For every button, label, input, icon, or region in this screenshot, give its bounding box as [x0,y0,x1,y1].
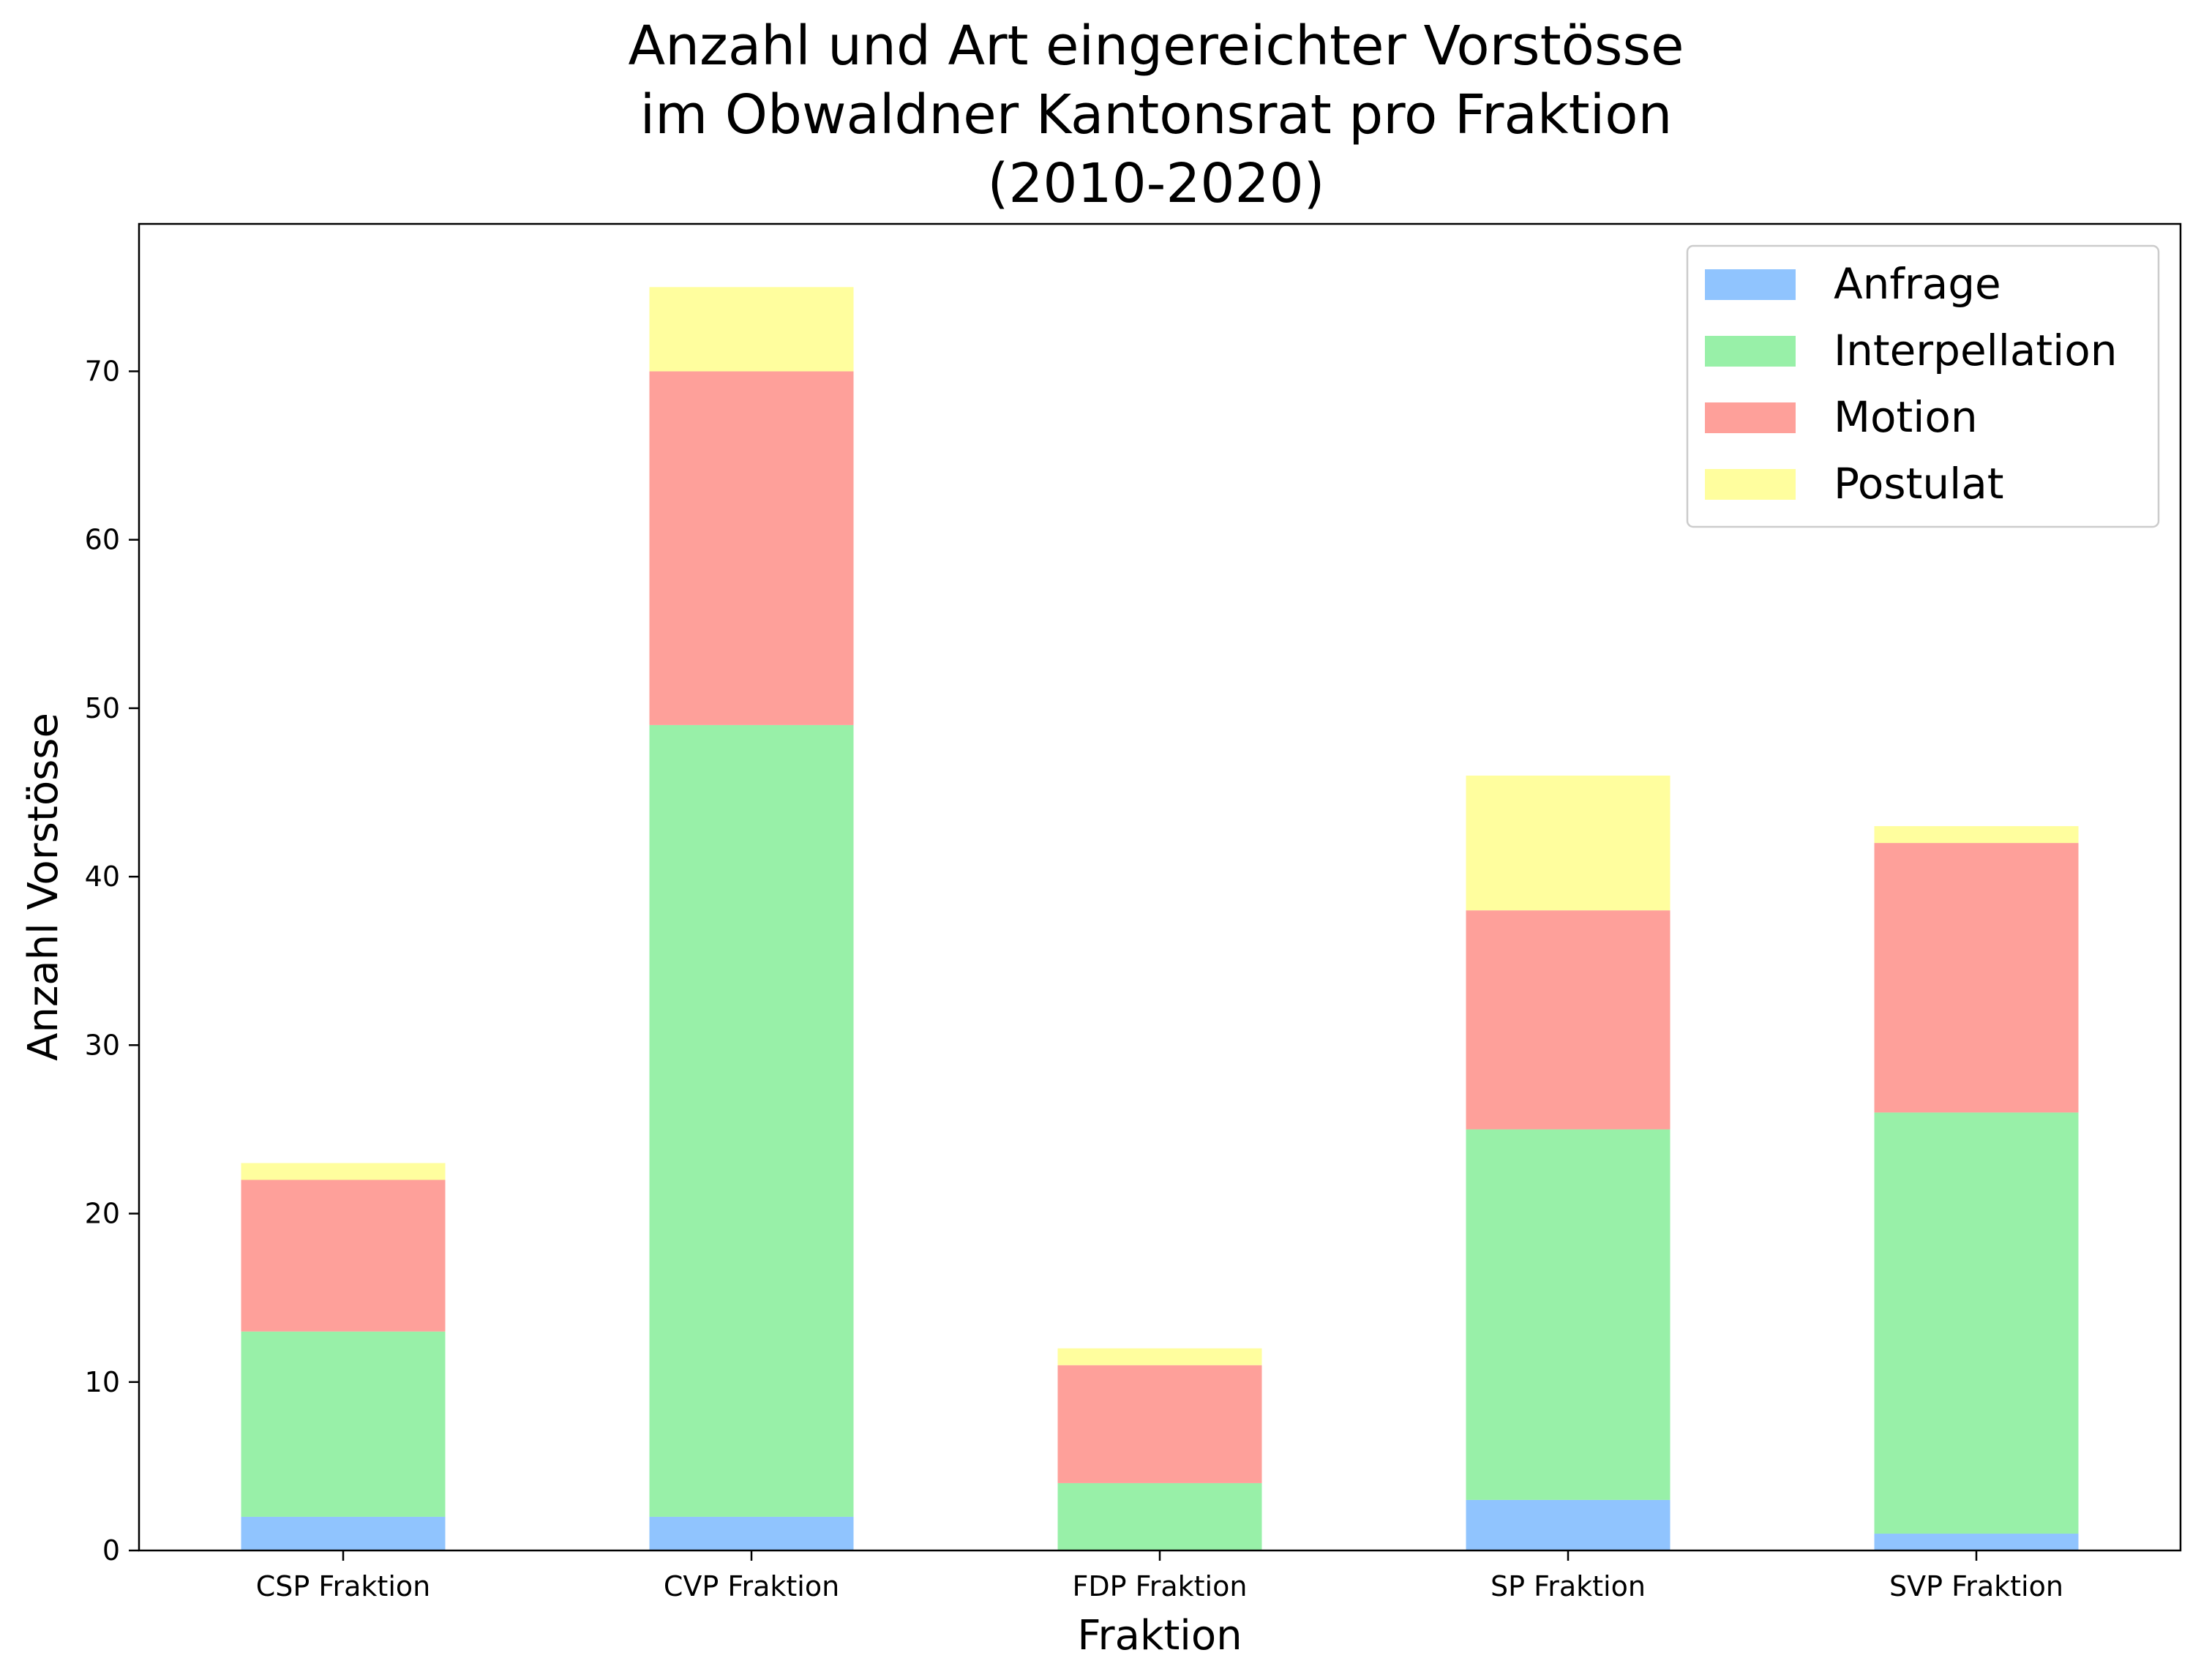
bar-cvp-fraktion-postulat [649,287,854,372]
chart-title-line-2: im Obwaldner Kantonsrat pro Fraktion [640,83,1673,146]
x-tick-label: CSP Fraktion [256,1570,430,1602]
bar-cvp-fraktion-interpellation [649,724,854,1517]
bar-cvp-fraktion-motion [649,371,854,725]
x-axis: CSP Fraktion CVP Fraktion FDP Fraktion SP F… [256,1550,2063,1602]
legend: Anfrage Interpellation Motion Postulat [1686,244,2160,528]
y-tick-label: 70 [85,355,120,387]
y-tick-label: 40 [85,860,120,893]
legend-label-motion: Motion [1834,392,1978,442]
legend-swatch-interpellation [1705,336,1796,367]
chart-title-line-1: Anzahl und Art eingereichter Vorstösse [628,15,1684,78]
x-tick-label: FDP Fraktion [1073,1570,1248,1602]
bar-csp-fraktion-anfrage [241,1516,446,1550]
bar-sp-fraktion-interpellation [1466,1129,1671,1500]
bar-fdp-fraktion-motion [1057,1365,1262,1483]
bar-svp-fraktion-interpellation [1874,1112,2079,1534]
y-tick-label: 10 [85,1366,120,1398]
y-axis: 0 10 20 30 40 50 60 70 [85,355,139,1567]
bar-csp-fraktion-interpellation [241,1331,446,1517]
legend-label-anfrage: Anfrage [1834,259,2001,309]
bar-cvp-fraktion-anfrage [649,1516,854,1550]
legend-label-interpellation: Interpellation [1834,326,2118,375]
y-tick-label: 60 [85,524,120,556]
legend-swatch-postulat [1705,469,1796,500]
y-tick-label: 30 [85,1029,120,1061]
plot-frame [138,222,2182,1552]
legend-swatch-motion [1705,402,1796,433]
y-axis-label: Anzahl Vorstösse [20,713,67,1061]
y-tick-label: 50 [85,692,120,724]
bar-sp-fraktion-motion [1466,910,1671,1130]
x-axis-label: Fraktion [1077,1612,1242,1660]
bar-svp-fraktion-anfrage [1874,1533,2079,1550]
bar-fdp-fraktion-interpellation [1057,1482,1262,1550]
bars-layer [241,287,2079,1550]
bar-fdp-fraktion-postulat [1057,1348,1262,1365]
legend-frame [1686,244,2160,528]
chart-title: Anzahl und Art eingereichter Vorstösse i… [628,15,1684,215]
legend-label-postulat: Postulat [1834,459,2004,509]
bar-sp-fraktion-postulat [1466,775,1671,911]
x-tick-label: SVP Fraktion [1889,1570,2063,1602]
bar-csp-fraktion-motion [241,1180,446,1332]
bar-sp-fraktion-anfrage [1466,1499,1671,1550]
y-tick-label: 0 [102,1534,120,1567]
x-tick-label: CVP Fraktion [664,1570,839,1602]
y-tick-label: 20 [85,1198,120,1230]
bar-svp-fraktion-motion [1874,843,2079,1113]
bar-csp-fraktion-postulat [241,1163,446,1180]
bar-svp-fraktion-postulat [1874,826,2079,844]
chart-title-line-3: (2010-2020) [987,152,1324,215]
x-tick-label: SP Fraktion [1491,1570,1646,1602]
legend-swatch-anfrage [1705,269,1796,300]
